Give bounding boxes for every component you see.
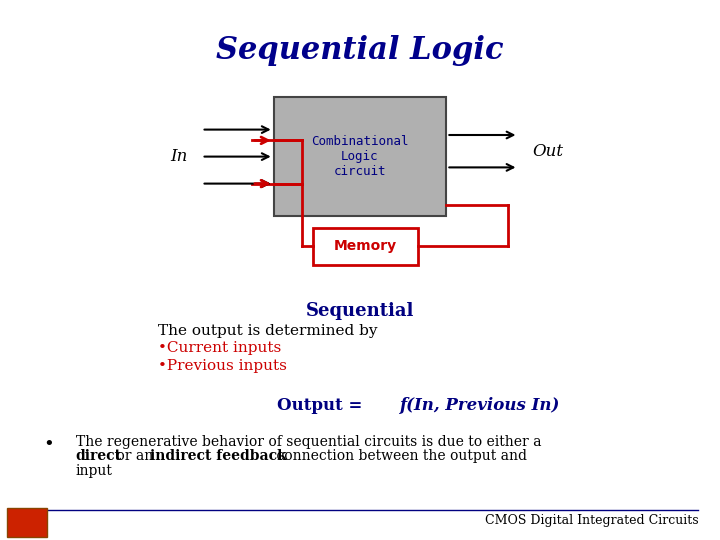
Text: Memory: Memory	[334, 239, 397, 253]
Text: f(In, Previous In): f(In, Previous In)	[400, 397, 560, 414]
Text: input: input	[76, 464, 112, 478]
Text: direct: direct	[76, 449, 122, 463]
Bar	[274, 97, 446, 216]
Text: or an: or an	[112, 449, 157, 463]
Text: In: In	[170, 148, 187, 165]
Text: Sequential: Sequential	[306, 302, 414, 320]
Text: The regenerative behavior of sequential circuits is due to either a: The regenerative behavior of sequential …	[76, 435, 541, 449]
Text: 2: 2	[29, 514, 39, 528]
Bar	[7, 508, 47, 537]
Text: indirect feedback: indirect feedback	[150, 449, 287, 463]
Bar	[313, 228, 418, 265]
Text: Output =: Output =	[277, 397, 369, 414]
Text: Combinational
Logic
circuit: Combinational Logic circuit	[311, 135, 409, 178]
Text: •Current inputs: •Current inputs	[158, 341, 282, 355]
Text: connection between the output and: connection between the output and	[272, 449, 527, 463]
Text: Sequential Logic: Sequential Logic	[216, 35, 504, 66]
Text: Out: Out	[533, 143, 564, 160]
Text: •Previous inputs: •Previous inputs	[158, 359, 287, 373]
Text: •: •	[43, 435, 54, 453]
Text: CMOS Digital Integrated Circuits: CMOS Digital Integrated Circuits	[485, 514, 698, 527]
Text: The output is determined by: The output is determined by	[158, 324, 378, 338]
